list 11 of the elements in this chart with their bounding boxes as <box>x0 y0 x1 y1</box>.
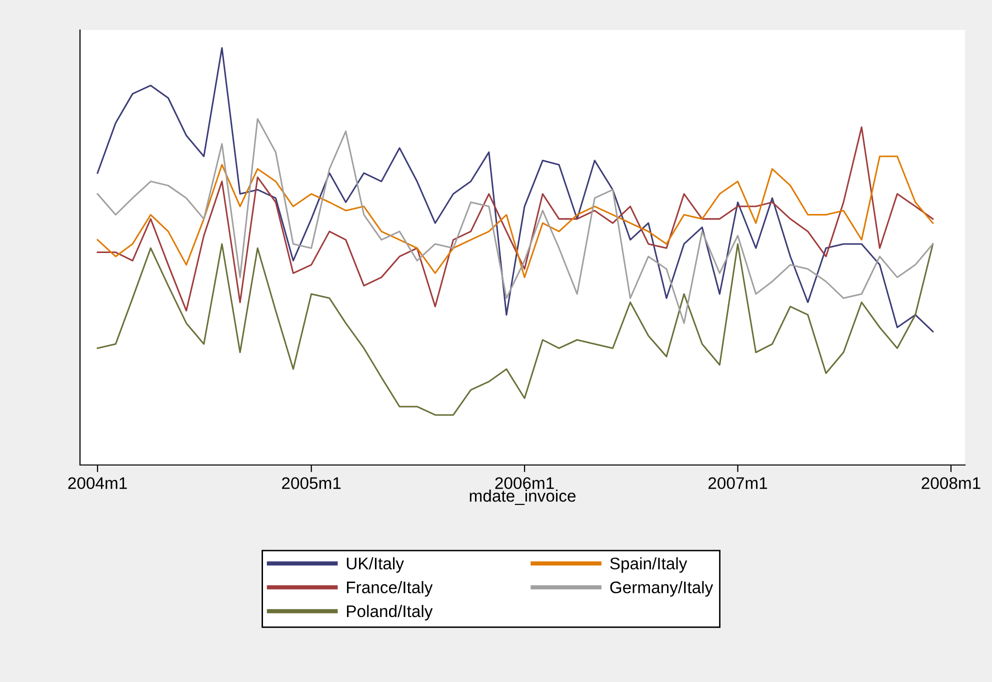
x-tick-label: 2005m1 <box>282 477 341 490</box>
legend-label: Poland/Italy <box>347 604 433 620</box>
x-axis-title: mdate_invoice <box>470 490 576 505</box>
legend-label: France/Italy <box>347 581 433 597</box>
x-tick-label: 2006m1 <box>495 477 554 490</box>
legend-label: UK/Italy <box>346 557 404 573</box>
x-tick-label: 2004m1 <box>68 477 127 490</box>
legend-label: Germany/Italy <box>610 581 714 597</box>
x-tick-label: 2007m1 <box>708 477 768 490</box>
x-tick-label: 2008m1 <box>922 477 980 490</box>
legend-label: Spain/Italy <box>610 557 688 573</box>
